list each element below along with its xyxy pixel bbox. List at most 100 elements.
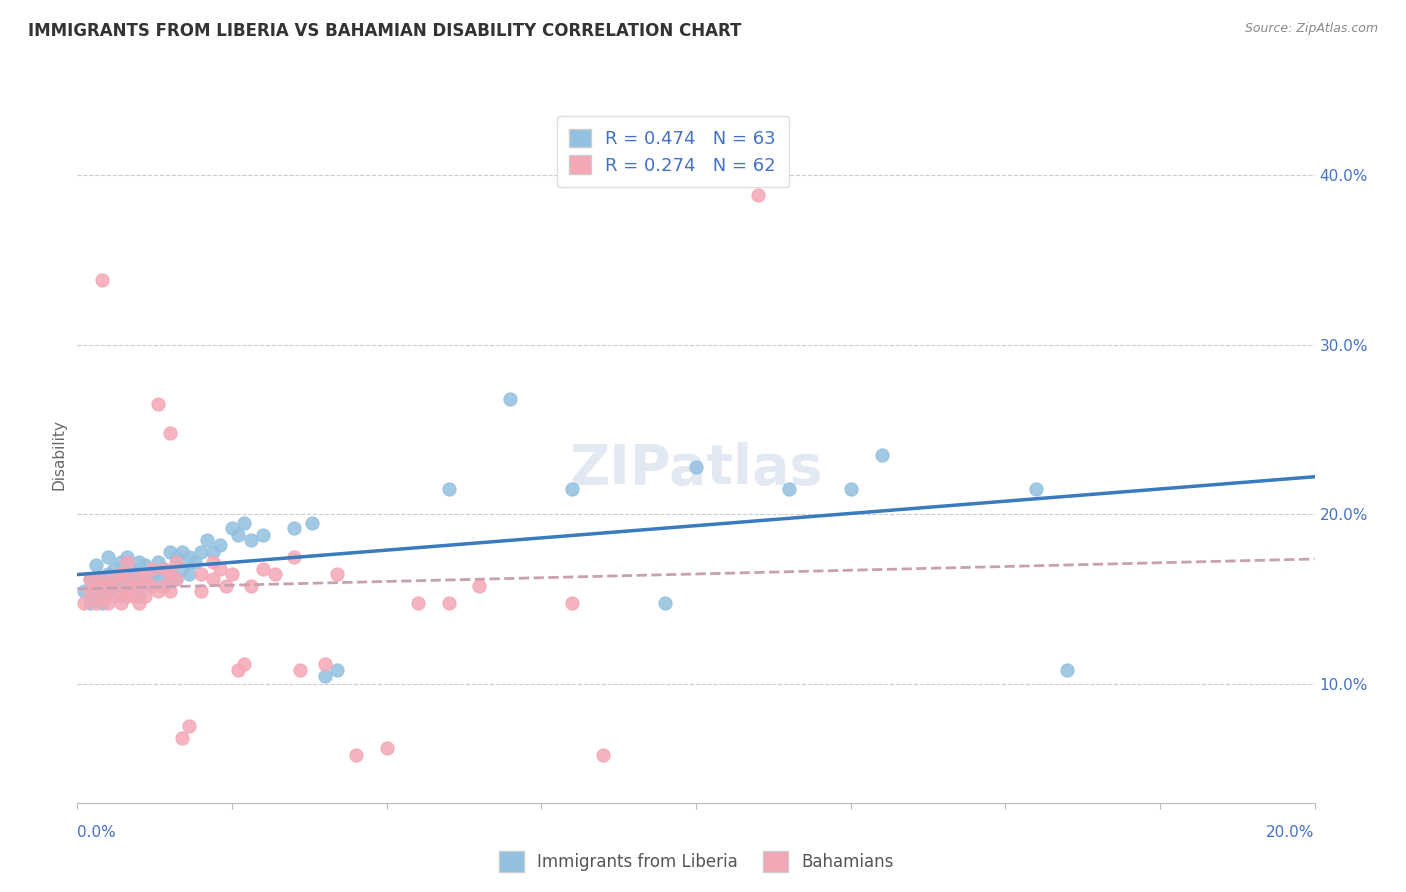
Legend: Immigrants from Liberia, Bahamians: Immigrants from Liberia, Bahamians bbox=[485, 838, 907, 885]
Point bbox=[159, 566, 181, 581]
Point bbox=[122, 589, 145, 603]
Point bbox=[97, 566, 120, 581]
Point bbox=[870, 448, 893, 462]
Point bbox=[561, 482, 583, 496]
Y-axis label: Disability: Disability bbox=[51, 419, 66, 491]
Point bbox=[153, 578, 176, 592]
Point bbox=[115, 572, 138, 586]
Point bbox=[153, 561, 176, 575]
Text: IMMIGRANTS FROM LIBERIA VS BAHAMIAN DISABILITY CORRELATION CHART: IMMIGRANTS FROM LIBERIA VS BAHAMIAN DISA… bbox=[28, 22, 741, 40]
Point bbox=[1025, 482, 1047, 496]
Point bbox=[122, 578, 145, 592]
Point bbox=[134, 572, 156, 586]
Point bbox=[437, 482, 460, 496]
Point bbox=[264, 566, 287, 581]
Point bbox=[134, 589, 156, 603]
Point bbox=[146, 572, 169, 586]
Point bbox=[177, 566, 200, 581]
Point bbox=[208, 538, 231, 552]
Point bbox=[165, 572, 187, 586]
Point bbox=[172, 561, 194, 575]
Point bbox=[103, 572, 125, 586]
Point bbox=[747, 188, 769, 202]
Point bbox=[326, 566, 349, 581]
Point bbox=[190, 544, 212, 558]
Point bbox=[115, 589, 138, 603]
Point bbox=[141, 578, 163, 592]
Point bbox=[97, 596, 120, 610]
Point bbox=[233, 657, 256, 671]
Point bbox=[115, 555, 138, 569]
Point bbox=[84, 558, 107, 573]
Point bbox=[141, 561, 163, 575]
Point bbox=[159, 583, 181, 598]
Point bbox=[134, 558, 156, 573]
Point bbox=[72, 583, 94, 598]
Text: Source: ZipAtlas.com: Source: ZipAtlas.com bbox=[1244, 22, 1378, 36]
Text: ZIPatlas: ZIPatlas bbox=[569, 442, 823, 496]
Point bbox=[79, 596, 101, 610]
Point bbox=[252, 527, 274, 541]
Point bbox=[128, 566, 150, 581]
Point bbox=[685, 459, 707, 474]
Point bbox=[233, 516, 256, 530]
Point bbox=[134, 575, 156, 590]
Point bbox=[221, 521, 243, 535]
Point bbox=[314, 657, 336, 671]
Point bbox=[128, 589, 150, 603]
Point bbox=[468, 578, 491, 592]
Point bbox=[141, 566, 163, 581]
Point bbox=[195, 533, 218, 547]
Point bbox=[122, 561, 145, 575]
Point bbox=[202, 572, 225, 586]
Point bbox=[97, 583, 120, 598]
Point bbox=[122, 578, 145, 592]
Point bbox=[103, 578, 125, 592]
Point bbox=[79, 572, 101, 586]
Point bbox=[128, 572, 150, 586]
Point bbox=[202, 544, 225, 558]
Point bbox=[115, 549, 138, 564]
Point bbox=[184, 555, 207, 569]
Point bbox=[654, 596, 676, 610]
Point bbox=[128, 578, 150, 592]
Point bbox=[84, 596, 107, 610]
Point bbox=[226, 527, 249, 541]
Point bbox=[159, 544, 181, 558]
Point bbox=[84, 578, 107, 592]
Point bbox=[110, 555, 132, 569]
Point bbox=[499, 392, 522, 406]
Point bbox=[165, 572, 187, 586]
Point bbox=[110, 566, 132, 581]
Point bbox=[141, 578, 163, 592]
Point bbox=[146, 555, 169, 569]
Point bbox=[79, 572, 101, 586]
Point bbox=[110, 583, 132, 598]
Point bbox=[561, 596, 583, 610]
Point bbox=[91, 572, 114, 586]
Point bbox=[177, 549, 200, 564]
Point bbox=[1056, 664, 1078, 678]
Point bbox=[91, 572, 114, 586]
Point bbox=[344, 748, 367, 763]
Point bbox=[172, 544, 194, 558]
Point bbox=[208, 561, 231, 575]
Point bbox=[91, 596, 114, 610]
Point bbox=[153, 578, 176, 592]
Text: 20.0%: 20.0% bbox=[1267, 825, 1315, 840]
Point bbox=[202, 555, 225, 569]
Point bbox=[103, 589, 125, 603]
Point bbox=[221, 566, 243, 581]
Point bbox=[159, 566, 181, 581]
Point bbox=[839, 482, 862, 496]
Point bbox=[128, 555, 150, 569]
Point bbox=[110, 596, 132, 610]
Point bbox=[159, 425, 181, 440]
Point bbox=[115, 583, 138, 598]
Point bbox=[103, 561, 125, 575]
Point bbox=[72, 596, 94, 610]
Point bbox=[91, 589, 114, 603]
Point bbox=[165, 549, 187, 564]
Point bbox=[226, 664, 249, 678]
Point bbox=[252, 561, 274, 575]
